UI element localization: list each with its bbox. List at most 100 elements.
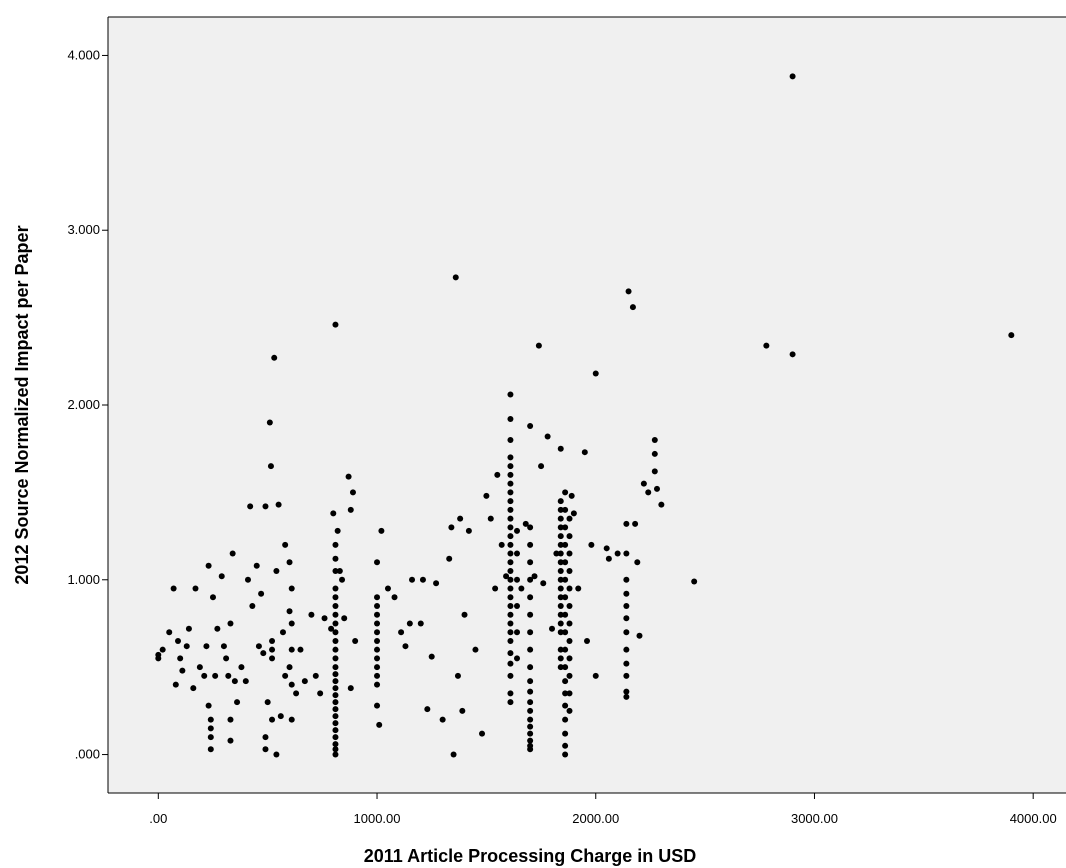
data-point [273, 568, 280, 575]
data-point [562, 702, 569, 709]
data-point [332, 671, 339, 678]
data-point [391, 594, 398, 601]
data-point [297, 646, 304, 653]
data-point [433, 580, 440, 587]
data-point [341, 615, 348, 622]
data-point [374, 672, 381, 679]
data-point [258, 590, 265, 597]
data-point [557, 620, 564, 627]
data-point [406, 620, 413, 627]
plot-area [108, 17, 1066, 793]
data-point [562, 506, 569, 513]
data-point [332, 720, 339, 727]
data-point [234, 699, 241, 706]
data-point [159, 646, 166, 653]
y-axis-title: 2012 Source Normalized Impact per Paper [12, 225, 32, 584]
data-point [332, 751, 339, 758]
data-point [518, 585, 525, 592]
data-point [527, 524, 534, 531]
data-point [527, 737, 534, 744]
data-point [651, 436, 658, 443]
data-point [376, 721, 383, 728]
data-point [419, 576, 426, 583]
data-point [557, 533, 564, 540]
data-point [557, 568, 564, 575]
data-point [527, 742, 534, 749]
data-point [592, 370, 599, 377]
data-point [584, 637, 590, 644]
data-point [255, 643, 262, 650]
data-point [374, 664, 381, 671]
data-point [557, 445, 564, 452]
data-point [562, 730, 569, 737]
data-point [428, 653, 435, 660]
data-point [332, 602, 339, 609]
x-tick-label: 2000.00 [572, 811, 619, 826]
data-point [507, 690, 514, 697]
data-point [231, 678, 238, 685]
data-point [398, 629, 405, 636]
data-point [196, 664, 203, 671]
data-point [557, 550, 564, 557]
data-point [653, 485, 660, 492]
data-point [562, 678, 569, 685]
data-point [264, 699, 271, 706]
data-point [544, 433, 551, 440]
data-point [507, 489, 514, 496]
data-point [623, 615, 630, 622]
data-point [507, 611, 514, 618]
data-point [345, 473, 352, 480]
data-point [527, 576, 534, 583]
data-point [267, 463, 274, 470]
data-point [566, 550, 573, 557]
data-point [332, 746, 339, 753]
data-point [349, 489, 356, 496]
x-axis-ticks: .00 1000.00 2000.00 3000.00 4000.00 [149, 793, 1057, 826]
data-point [691, 578, 698, 585]
data-point [332, 727, 339, 734]
data-point [177, 655, 184, 662]
data-point [330, 510, 337, 517]
data-point [507, 585, 514, 592]
data-point [332, 685, 339, 692]
data-point [658, 501, 665, 508]
data-point [205, 562, 212, 569]
data-point [507, 480, 514, 487]
data-point [227, 620, 234, 627]
data-point [301, 678, 308, 685]
data-point [288, 646, 295, 653]
data-point [614, 550, 621, 557]
data-point [527, 422, 534, 429]
data-point [494, 471, 501, 478]
data-point [557, 515, 564, 522]
data-point [207, 725, 214, 732]
data-point [332, 629, 339, 636]
data-point [514, 629, 521, 636]
data-point [374, 620, 381, 627]
data-point [288, 681, 295, 688]
data-point [623, 660, 630, 667]
data-point [514, 602, 521, 609]
data-point [192, 585, 199, 592]
data-point [507, 541, 514, 548]
data-point [507, 576, 514, 583]
data-point [549, 625, 556, 632]
data-point [623, 590, 630, 597]
data-point [339, 576, 346, 583]
data-point [566, 515, 573, 522]
x-tick-label: 3000.00 [791, 811, 838, 826]
data-point [507, 391, 514, 398]
data-point [332, 620, 339, 627]
x-axis-title: 2011 Article Processing Charge in USD [364, 846, 696, 866]
data-point [384, 585, 391, 592]
data-point [183, 643, 190, 650]
data-point [409, 576, 416, 583]
data-point [483, 492, 490, 499]
data-point [288, 620, 295, 627]
x-tick-label: .00 [149, 811, 167, 826]
data-point [439, 716, 446, 723]
data-point [247, 503, 254, 510]
data-point [229, 550, 236, 557]
data-point [262, 503, 269, 510]
